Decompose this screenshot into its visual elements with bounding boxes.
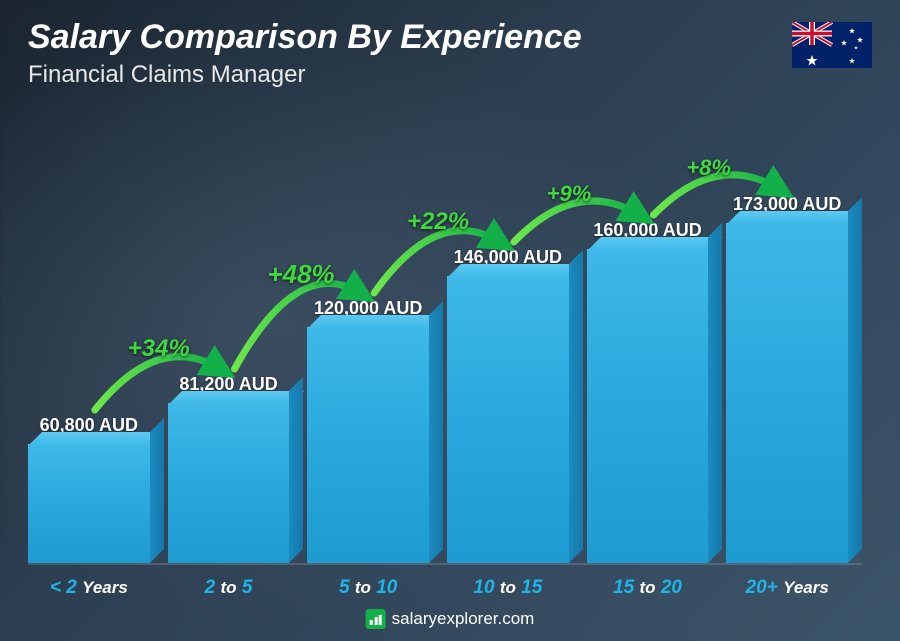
bar	[726, 223, 848, 563]
x-axis-label: 5 to 10	[307, 577, 429, 599]
x-axis-label: 10 to 15	[447, 577, 569, 599]
chart-area: 60,800 AUD 81,200 AUD 120,000 AUD 146,00…	[28, 123, 848, 563]
growth-pct-label: +8%	[686, 155, 731, 181]
footer: salaryexplorer.com	[366, 609, 535, 629]
bar	[447, 276, 569, 563]
australia-flag-icon	[792, 22, 872, 68]
chart-title: Salary Comparison By Experience	[28, 18, 582, 57]
bar-group: 160,000 AUD	[587, 220, 709, 563]
growth-pct-label: +9%	[547, 181, 592, 207]
growth-pct-label: +22%	[407, 208, 469, 236]
bar-group: 173,000 AUD	[726, 194, 848, 563]
header: Salary Comparison By Experience Financia…	[28, 18, 582, 89]
infographic-container: Salary Comparison By Experience Financia…	[0, 0, 900, 641]
growth-pct-label: +34%	[128, 335, 190, 363]
bar-group: 81,200 AUD	[168, 374, 290, 563]
bar-group: 146,000 AUD	[447, 247, 569, 563]
x-axis-label: < 2 Years	[28, 577, 150, 599]
x-axis-label: 2 to 5	[168, 577, 290, 599]
bar-group: 120,000 AUD	[307, 298, 429, 563]
chart-baseline	[28, 563, 862, 565]
x-axis-labels: < 2 Years 2 to 5 5 to 10 10 to 15 15 to 20 20…	[28, 577, 848, 599]
x-axis-label: 15 to 20	[587, 577, 709, 599]
chart-subtitle: Financial Claims Manager	[28, 61, 582, 89]
bar	[28, 444, 150, 563]
logo-icon	[366, 609, 386, 629]
growth-pct-label: +48%	[267, 259, 334, 290]
bar-group: 60,800 AUD	[28, 415, 150, 563]
footer-text: salaryexplorer.com	[392, 609, 535, 629]
bar	[587, 249, 709, 563]
x-axis-label: 20+ Years	[726, 577, 848, 599]
bar	[168, 403, 290, 563]
bar	[307, 327, 429, 563]
